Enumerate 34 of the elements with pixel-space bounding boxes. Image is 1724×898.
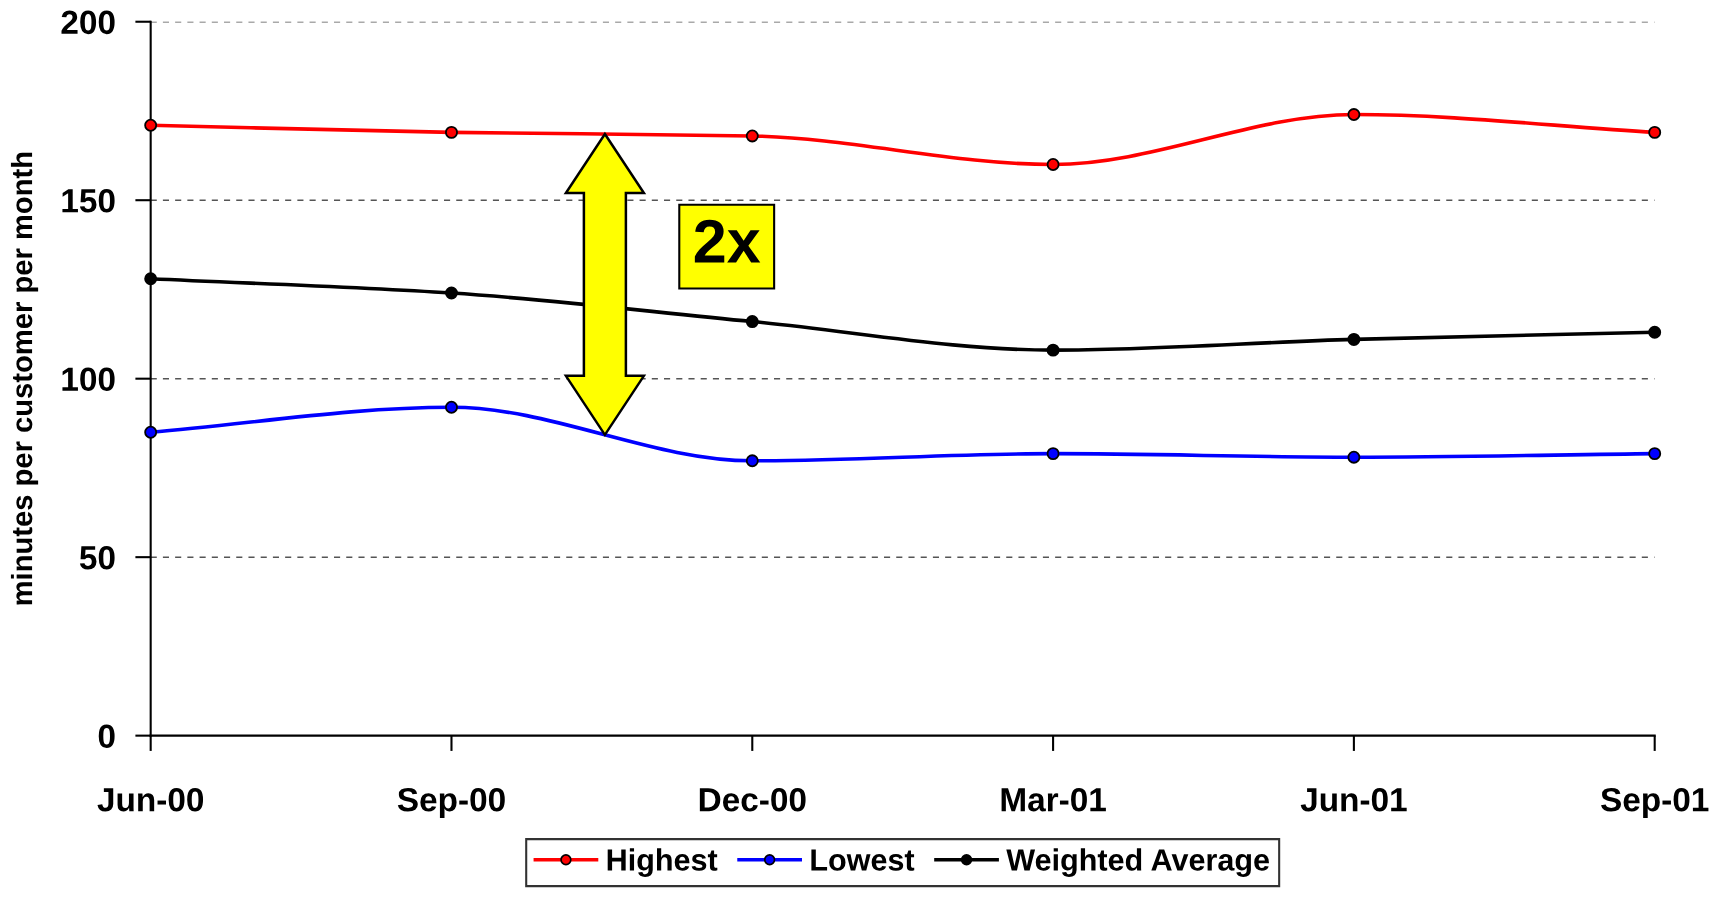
legend-label: Weighted Average xyxy=(1006,848,1269,877)
point xyxy=(1046,447,1060,461)
x-tick-label: Jun-00 xyxy=(97,787,204,812)
point xyxy=(1648,125,1662,139)
point xyxy=(445,125,458,139)
legend-label: Highest xyxy=(607,848,718,877)
point xyxy=(1648,325,1662,339)
point xyxy=(144,118,158,132)
point xyxy=(144,425,158,439)
point xyxy=(745,454,759,468)
x-tick-label: Jun-01 xyxy=(1300,787,1407,812)
point xyxy=(445,286,458,300)
annotation: 2x xyxy=(694,219,761,263)
y-tick-label: 0 xyxy=(98,724,115,749)
point xyxy=(1347,450,1361,464)
y-tick-label: 100 xyxy=(62,367,115,392)
legend-label: Lowest xyxy=(811,849,915,871)
point xyxy=(144,272,158,286)
y-axis-title: minutes per customer per month xyxy=(10,152,39,605)
point xyxy=(445,400,458,414)
point xyxy=(1046,343,1060,357)
point xyxy=(1648,447,1662,461)
point xyxy=(1046,158,1060,171)
x-tick-label: Sep-00 xyxy=(397,787,505,819)
y-tick-label: 50 xyxy=(79,545,115,570)
x-tick-label: Mar-01 xyxy=(1001,787,1106,812)
x-tick-label: Sep-01 xyxy=(1601,787,1709,819)
point xyxy=(745,315,759,329)
point xyxy=(1347,108,1361,122)
point xyxy=(745,129,759,143)
y-tick-label: 200 xyxy=(61,10,115,35)
x-tick-label: Dec-00 xyxy=(699,787,806,812)
y-tick-label: 150 xyxy=(62,189,115,213)
point xyxy=(1347,332,1361,346)
